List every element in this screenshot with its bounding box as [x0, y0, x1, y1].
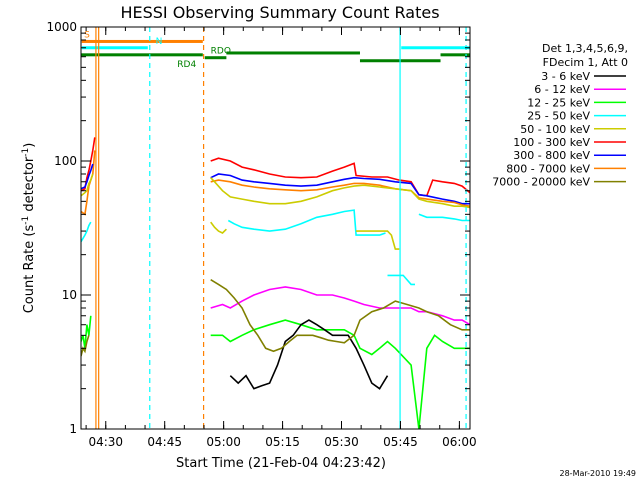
- series-line-12-25-kev-17: [210, 319, 470, 429]
- series-line-100-300-kev-1: [81, 137, 96, 192]
- y-tick-label-1000: 1000: [46, 20, 77, 34]
- plot-frame: [80, 26, 471, 430]
- series-line-300-800-kev-8: [210, 173, 470, 205]
- y-axis-ticks: 1 10 100 1000: [46, 20, 470, 436]
- legend-label-100-300-kev: 100 - 300 keV: [513, 136, 590, 149]
- series-line-3-6-kev-18: [229, 319, 389, 390]
- legend-label-7000-20000-kev: 7000 - 20000 keV: [492, 176, 590, 189]
- series-line-300-800-kev-2: [81, 163, 94, 190]
- y-axis-label: Count Rate (s-1 detector-1): [21, 143, 37, 314]
- chart-title: HESSI Observing Summary Count Rates: [120, 3, 439, 22]
- series-line-50-100-kev-13: [356, 230, 400, 250]
- series-line-25-50-kev-15: [418, 213, 470, 222]
- series-line-6-12-kev-16: [210, 286, 470, 326]
- x-axis-ticks: 04:30 04:45 05:00 05:15 05:30 05:45 06:00: [85, 27, 477, 449]
- legend-label-12-25-kev: 12 - 25 keV: [527, 96, 590, 109]
- event-lines-layer: [95, 27, 467, 429]
- legend: Det 1,3,4,5,6,9, FDecim 1, Att 0 3 - 6 k…: [492, 42, 628, 189]
- legend-label-25-50-kev: 25 - 50 keV: [527, 110, 590, 123]
- observing-bar-4: [204, 56, 227, 60]
- series-line-25-50-kev-4: [81, 221, 92, 243]
- legend-label-50-100-kev: 50 - 100 keV: [520, 123, 590, 136]
- x-tick-label-05-30: 05:30: [324, 435, 359, 449]
- y-tick-label-100: 100: [54, 154, 77, 168]
- series-layer: [81, 137, 470, 429]
- legend-label-800-7000-kev: 800 - 7000 keV: [506, 162, 590, 175]
- observing-bars-layer: S N RD4 RDO: [81, 30, 470, 70]
- x-tick-label-04-30: 04:30: [88, 435, 123, 449]
- x-tick-label-04-45: 04:45: [147, 435, 182, 449]
- x-axis-label: Start Time (21-Feb-04 04:23:42): [176, 456, 386, 471]
- series-line-800-7000-kev-9: [210, 179, 470, 207]
- legend-header-line-2: FDecim 1, Att 0: [543, 56, 628, 69]
- series-line-12-25-kev-5: [81, 315, 92, 349]
- observing-bar-label-s: S: [84, 30, 90, 40]
- series-line-50-100-kev-11: [210, 221, 227, 234]
- y-tick-label-1: 1: [69, 422, 77, 436]
- footer-date: 28-Mar-2010 19:49: [560, 469, 637, 478]
- series-line-50-100-kev-10: [210, 177, 470, 209]
- observing-bar-7: [440, 53, 470, 57]
- series-line-25-50-kev-12: [227, 209, 386, 236]
- series-line-7000-20000-kev-19: [210, 279, 470, 353]
- x-tick-label-05-15: 05:15: [265, 435, 300, 449]
- series-line-7000-20000-kev-6: [81, 335, 90, 357]
- x-tick-label-05-45: 05:45: [383, 435, 418, 449]
- observing-bar-3: [81, 53, 203, 57]
- observing-bar-5: [226, 51, 360, 55]
- series-line-800-7000-kev-0: [81, 150, 96, 216]
- legend-label-6-12-kev: 6 - 12 keV: [534, 83, 590, 96]
- y-tick-label-10: 10: [62, 288, 77, 302]
- x-tick-label-06-00: 06:00: [442, 435, 477, 449]
- legend-label-300-800-kev: 300 - 800 keV: [513, 149, 590, 162]
- series-line-100-300-kev-7: [210, 157, 470, 197]
- observing-bar-0: [81, 39, 203, 43]
- observing-bar-2: [401, 46, 470, 50]
- observing-bar-label-rd4: RD4: [177, 60, 196, 70]
- x-tick-label-05-00: 05:00: [206, 435, 241, 449]
- legend-header-line-1: Det 1,3,4,5,6,9,: [542, 42, 628, 55]
- observing-bar-1: [81, 46, 148, 50]
- observing-bar-label-n: N: [156, 37, 163, 47]
- legend-label-3-6-kev: 3 - 6 keV: [541, 70, 590, 83]
- observing-bar-label-rdo: RDO: [211, 47, 231, 57]
- series-line-25-50-kev-14: [387, 274, 415, 286]
- series-line-50-100-kev-3: [81, 173, 94, 197]
